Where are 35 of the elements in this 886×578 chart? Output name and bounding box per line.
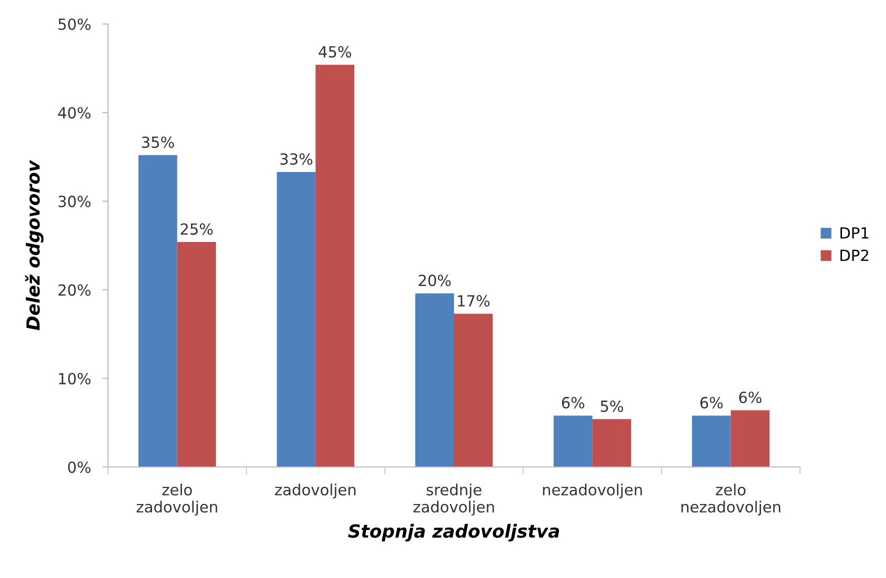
bar [730, 410, 770, 467]
bar [138, 155, 178, 467]
y-tick-label: 0% [68, 461, 90, 474]
data-label: 17% [458, 295, 490, 307]
y-tick-label: 50% [58, 18, 90, 30]
legend-label: DP2 [840, 250, 868, 261]
bar [316, 64, 354, 467]
y-tick-label: 40% [58, 107, 90, 119]
data-label: 6% [562, 396, 584, 408]
data-label: 35% [142, 136, 174, 148]
y-tick-label: 10% [59, 372, 90, 384]
y-tick-label: 30% [58, 196, 90, 208]
x-tick-label: zadovoljen [275, 484, 356, 498]
y-tick-label: 20% [58, 284, 90, 296]
data-label: 6% [739, 392, 762, 404]
bar [454, 314, 493, 467]
data-label: 33% [280, 153, 312, 165]
bar [554, 416, 592, 467]
x-tick-label: srednje zadovoljen [413, 484, 494, 516]
bar [592, 419, 632, 467]
bar [415, 293, 454, 467]
x-axis-title: Stopnja zadovoljstva [348, 524, 560, 542]
data-label: 20% [418, 274, 451, 286]
bar [276, 172, 316, 467]
y-axis-title: Delež odgovorov [25, 160, 44, 330]
bar [692, 416, 731, 467]
data-label: 45% [318, 46, 352, 58]
data-label: 6% [700, 396, 723, 408]
x-tick-label: zelo zadovoljen [136, 484, 218, 516]
bar [177, 242, 216, 467]
legend-label: DP1 [840, 227, 868, 239]
x-tick-label: zelo nezadovoljen [681, 484, 780, 516]
x-tick-label: nezadovoljen [543, 484, 642, 498]
data-label: 5% [600, 400, 624, 412]
data-label: 25% [180, 223, 213, 235]
